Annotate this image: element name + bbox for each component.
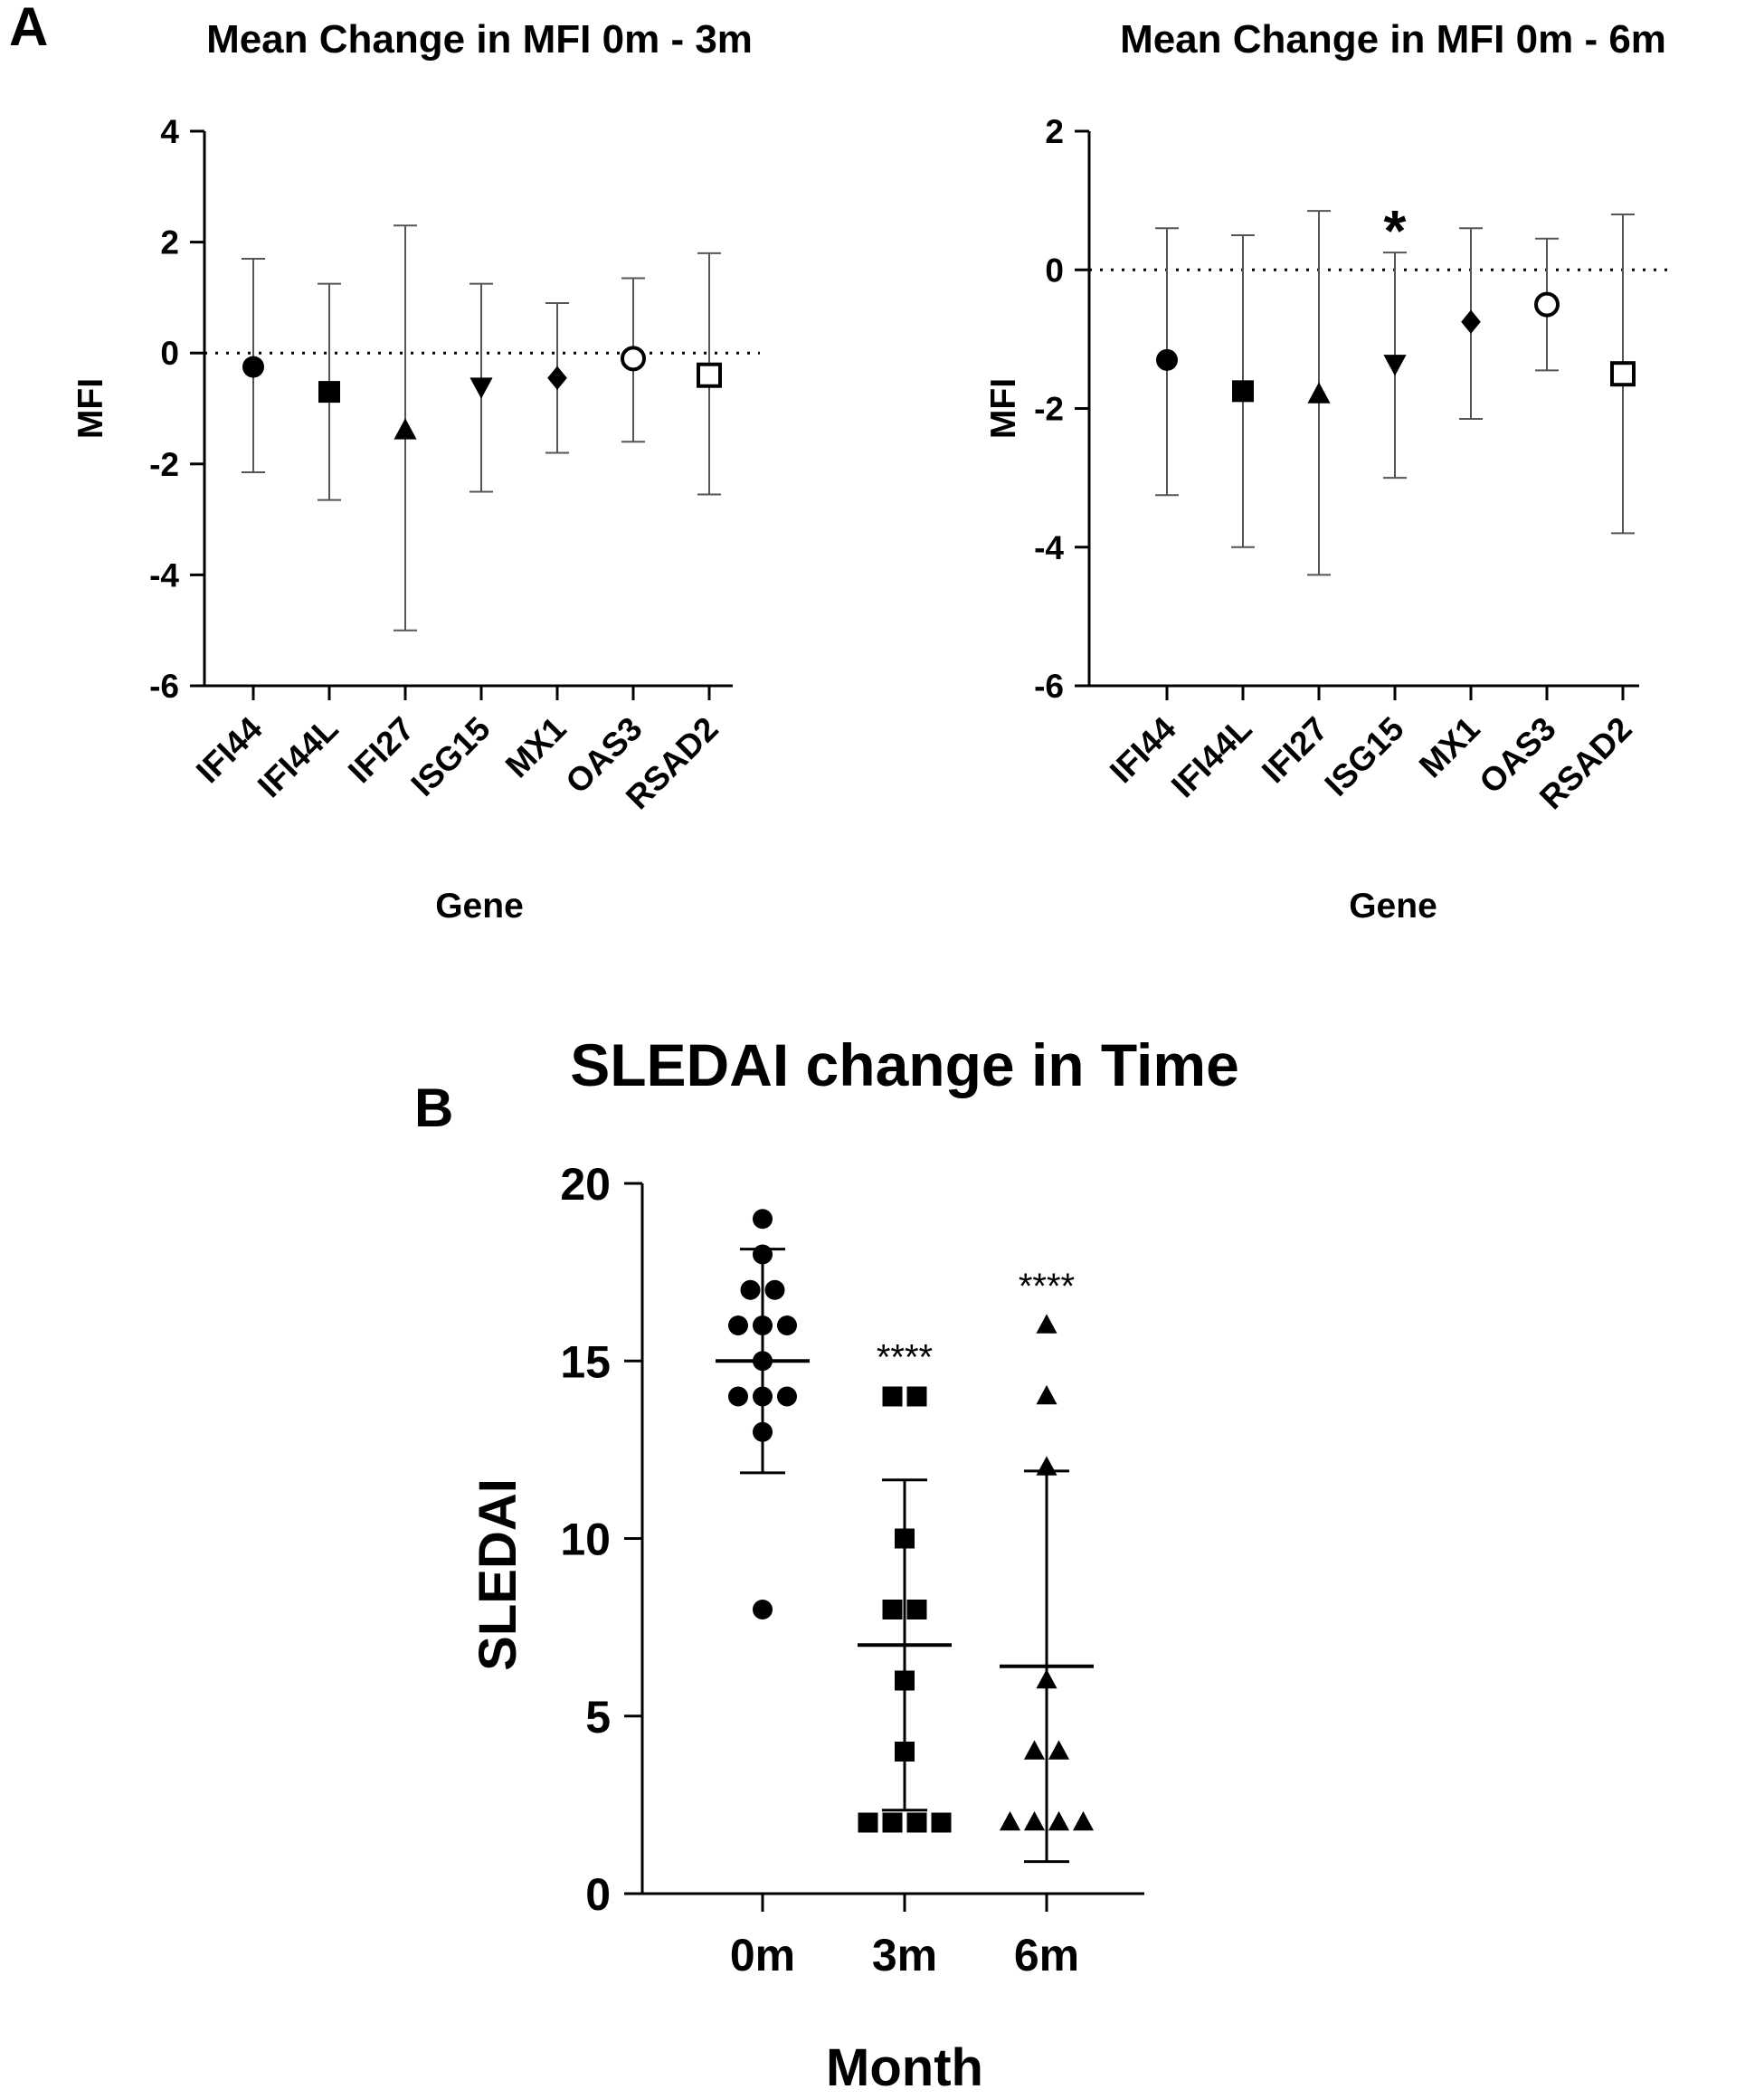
data-point (1048, 1810, 1070, 1831)
data-point (1072, 1810, 1095, 1831)
y-tick-label: -6 (1034, 668, 1064, 705)
data-point (1036, 1384, 1057, 1405)
x-axis-label: Month (826, 2038, 983, 2097)
data-point (858, 1812, 878, 1833)
significance-annotation: **** (877, 1338, 933, 1378)
data-point (753, 1209, 773, 1230)
mean-marker (1383, 355, 1407, 376)
y-tick-label: -6 (149, 668, 179, 705)
mean-marker (547, 366, 567, 390)
x-tick-label: 6m (1014, 1930, 1079, 1980)
chart-mfi-0m-3m: Mean Change in MFI 0m - 3m 4 2 0 -2 -4 -6 IFI44… (71, 17, 760, 926)
x-tick-label: 0m (730, 1930, 795, 1980)
y-axis-label: MFI (71, 378, 110, 439)
data-point (764, 1279, 785, 1300)
data-point (753, 1244, 773, 1265)
mean-marker (1461, 309, 1481, 334)
data-point (1023, 1740, 1046, 1760)
mean-marker (621, 346, 646, 372)
y-tick-label: -4 (149, 556, 179, 594)
y-tick-label: 2 (1045, 113, 1064, 150)
data-point (906, 1812, 927, 1833)
y-tick-label: 10 (560, 1515, 611, 1565)
chart-title: Mean Change in MFI 0m - 3m (206, 17, 753, 62)
x-tick-label: IFI44L (1164, 710, 1259, 805)
panel-b-letter: B (414, 1078, 453, 1138)
chart-sledai: SLEDAI change in Time 20 15 10 5 0 0m 3m 6m **** *… (469, 1031, 1239, 2097)
data-point (895, 1670, 915, 1691)
y-tick-label: 0 (1045, 252, 1064, 289)
x-axis-label: Gene (1349, 887, 1437, 926)
data-point (931, 1812, 952, 1833)
x-axis-label: Gene (435, 887, 524, 926)
y-tick-label: -2 (149, 446, 179, 483)
data-point (740, 1279, 761, 1300)
data-point (728, 1315, 748, 1335)
data-point (753, 1386, 773, 1407)
data-point (753, 1351, 773, 1372)
y-tick-label: 0 (585, 1869, 611, 1920)
x-tick-label: ISG15 (403, 710, 497, 803)
y-axis-label: MFI (984, 378, 1023, 439)
y-tick-label: 4 (160, 113, 179, 150)
y-tick-label: 20 (560, 1159, 611, 1210)
data-point (895, 1528, 915, 1549)
y-tick-label: 5 (585, 1692, 611, 1743)
x-tick-label: 3m (872, 1930, 937, 1980)
x-tick-label: IFI44L (251, 710, 346, 805)
mean-marker (1534, 291, 1560, 318)
data-point (999, 1810, 1021, 1831)
panel-a-letter: A (9, 0, 48, 57)
chart-title: SLEDAI change in Time (570, 1031, 1239, 1098)
data-point (1036, 1456, 1057, 1476)
data-point (1023, 1810, 1046, 1831)
data-point (906, 1600, 927, 1619)
data-point (753, 1600, 773, 1619)
mean-marker (1232, 380, 1254, 403)
y-tick-label: -4 (1034, 529, 1064, 566)
data-point (728, 1386, 748, 1407)
y-tick-label: 0 (160, 335, 179, 372)
data-point (1036, 1668, 1057, 1689)
chart-mfi-0m-6m: Mean Change in MFI 0m - 6m20-2-4-6IFI44I… (984, 17, 1674, 926)
y-tick-label: 15 (560, 1336, 611, 1387)
mean-marker (242, 356, 264, 378)
mean-marker (1156, 348, 1178, 371)
data-point (777, 1315, 797, 1335)
y-axis-label: SLEDAI (469, 1478, 527, 1671)
data-point (1036, 1314, 1057, 1334)
y-tick-label: 2 (160, 224, 179, 261)
significance-annotation: **** (1019, 1267, 1075, 1306)
mean-marker (1610, 361, 1636, 387)
data-point (753, 1421, 773, 1442)
mean-marker (394, 418, 417, 440)
data-point (1048, 1740, 1070, 1760)
data-point (906, 1386, 927, 1407)
mean-marker (697, 362, 722, 388)
data-point (882, 1386, 903, 1407)
mean-marker (318, 381, 340, 404)
data-point (895, 1742, 915, 1762)
data-point (753, 1315, 773, 1335)
data-point (882, 1812, 903, 1833)
chart-title: Mean Change in MFI 0m - 6m (1120, 17, 1666, 62)
x-tick-label: ISG15 (1317, 710, 1410, 803)
significance-annotation: * (1384, 198, 1407, 263)
data-point (882, 1600, 903, 1619)
data-point (777, 1386, 797, 1407)
mean-marker (469, 377, 493, 399)
y-tick-label: -2 (1034, 391, 1064, 428)
mean-marker (1307, 382, 1331, 404)
